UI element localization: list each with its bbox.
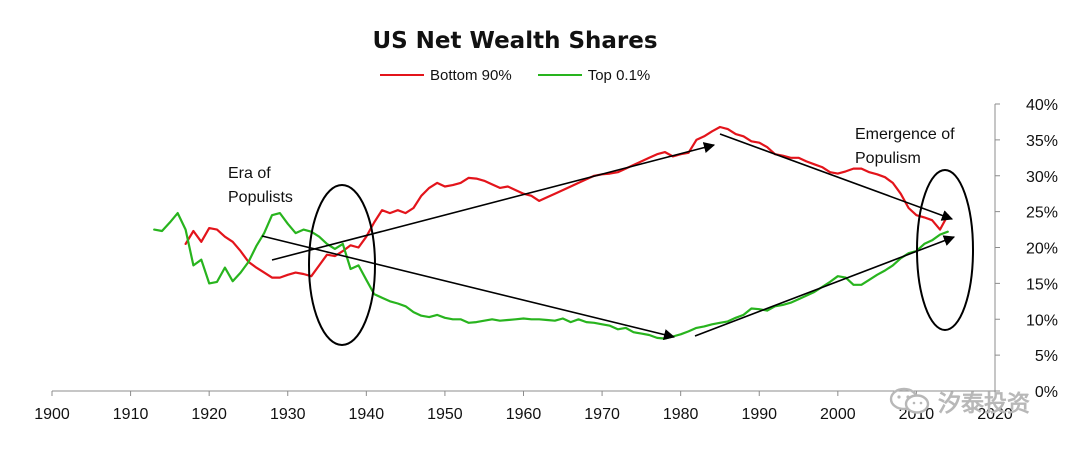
wechat-icon — [889, 387, 930, 414]
trend-arrow-top01-fall — [261, 235, 676, 341]
series-line-bottom-90 — [184, 125, 949, 279]
x-tick-label: 1980 — [663, 406, 699, 423]
y-tick-label: 35% — [1026, 133, 1058, 150]
x-tick-label: 2020 — [977, 406, 1013, 423]
trend-arrow-bottom90-rise — [271, 142, 716, 261]
y-tick-label: 5% — [1035, 348, 1058, 365]
x-tick-label: 1960 — [506, 406, 542, 423]
y-tick-label: 20% — [1026, 241, 1058, 258]
chart-title: US Net Wealth Shares — [372, 28, 658, 54]
annotation-era-of-populists: Era of Populists — [228, 165, 293, 206]
x-tick-label: 1920 — [191, 406, 227, 423]
legend-label-bottom-90: Bottom 90% — [430, 66, 512, 84]
legend-swatch-bottom-90 — [380, 74, 424, 76]
trend-arrow-top01-rise — [694, 235, 956, 337]
x-tick-label: 1930 — [270, 406, 306, 423]
x-tick-label: 1910 — [113, 406, 149, 423]
series-line-top-0-1 — [153, 212, 949, 340]
y-tick-label: 15% — [1026, 276, 1058, 293]
era-oval-left — [308, 184, 376, 346]
y-tick-label: 25% — [1026, 205, 1058, 222]
legend-item-top-0-1: Top 0.1% — [537, 66, 651, 84]
y-tick-label: 0% — [1035, 384, 1058, 401]
legend-swatch-top-0-1 — [537, 74, 582, 76]
x-tick-label: 1970 — [584, 406, 620, 423]
x-tick-label: 1900 — [34, 406, 70, 423]
x-tick-label: 1990 — [741, 406, 777, 423]
trend-arrow-bottom90-fall — [719, 133, 954, 221]
watermark: 汐泰投资 — [888, 384, 1030, 418]
legend: Bottom 90% Top 0.1% — [380, 64, 676, 86]
y-tick-label: 30% — [1026, 169, 1058, 186]
era-oval-right — [916, 169, 974, 331]
watermark-text: 汐泰投资 — [938, 390, 1030, 416]
legend-item-bottom-90: Bottom 90% — [380, 67, 512, 84]
annotation-emergence-of-populism: Emergence of Populism — [855, 126, 959, 167]
y-tick-label: 10% — [1026, 312, 1058, 329]
x-tick-label: 1950 — [427, 406, 463, 423]
x-tick-label: 1940 — [349, 406, 385, 423]
legend-label-top-0-1: Top 0.1% — [587, 66, 651, 84]
y-tick-label: 40% — [1026, 97, 1058, 114]
x-tick-label: 2000 — [820, 406, 856, 423]
